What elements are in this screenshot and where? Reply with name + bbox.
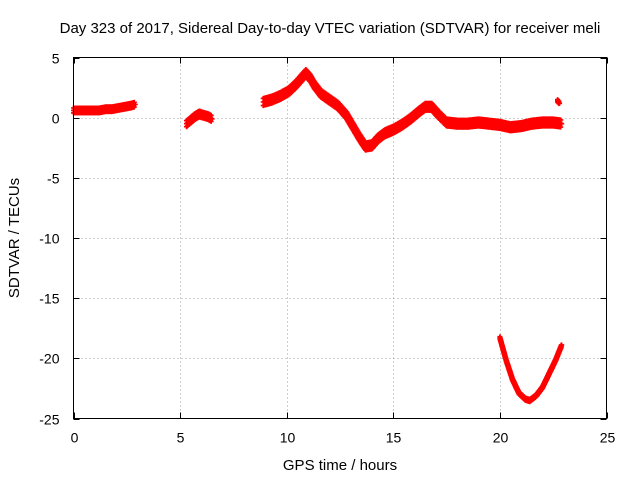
x-tick-label: 25 (600, 430, 616, 446)
x-tick-label: 5 (177, 430, 185, 446)
series-segment-1 (71, 99, 138, 116)
x-tick-label: 15 (386, 430, 402, 446)
y-tick-label: -25 (39, 412, 59, 428)
x-tick-label: 20 (493, 430, 509, 446)
plot-area-border (73, 57, 607, 419)
x-tick-label: 10 (280, 430, 296, 446)
data-point (131, 104, 137, 110)
y-tick-label: -15 (39, 291, 59, 307)
x-axis-label: GPS time / hours (283, 457, 397, 474)
chart-title: Day 323 of 2017, Sidereal Day-to-day VTE… (60, 20, 601, 37)
grid-lines (73, 57, 607, 419)
data-series (71, 67, 565, 405)
data-point (559, 342, 565, 348)
y-tick-label: -20 (39, 351, 59, 367)
series-segment-3 (260, 67, 565, 153)
data-point (559, 121, 565, 127)
axes: 0 5 10 15 20 25 5 0 -5 -10 -15 -20 -25 (39, 51, 615, 446)
y-tick-label: -10 (39, 231, 59, 247)
y-axis-label: SDTVAR / TECUs (6, 178, 23, 298)
y-tick-label: 0 (52, 111, 60, 127)
data-point (557, 100, 563, 106)
y-tick-label: -5 (47, 171, 60, 187)
data-point (209, 116, 215, 122)
data-point (132, 101, 138, 107)
series-segment-2 (184, 108, 215, 130)
series-segment-5 (497, 334, 565, 405)
x-tick-label: 0 (71, 430, 79, 446)
data-point (558, 124, 564, 130)
y-tick-label: 5 (52, 51, 60, 67)
series-segment-4 (555, 97, 563, 107)
